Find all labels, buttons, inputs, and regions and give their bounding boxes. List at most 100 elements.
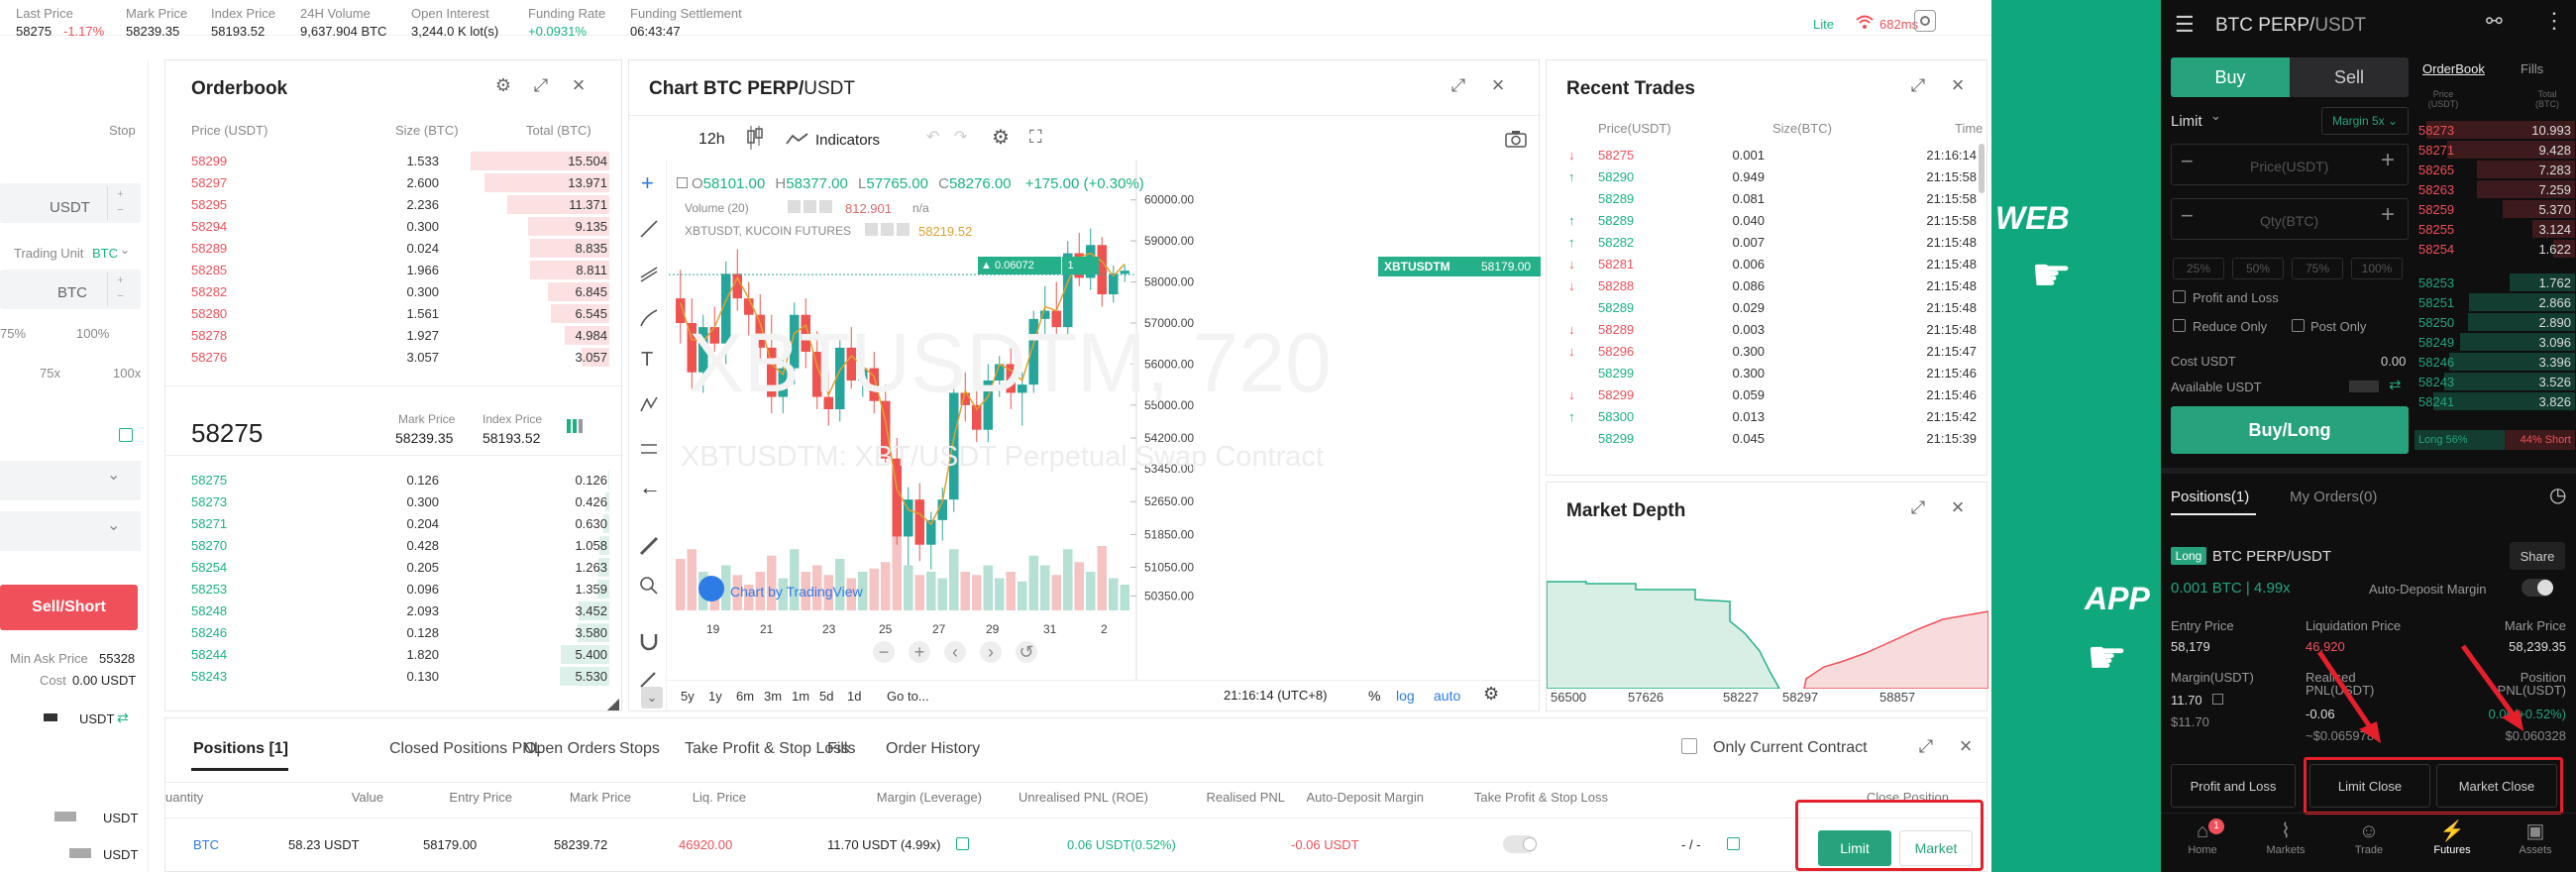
expand-icon[interactable]: ⤢	[1910, 74, 1926, 95]
stop-tab[interactable]: Stop	[109, 123, 136, 138]
trading-unit-select[interactable]: BTC	[92, 246, 118, 261]
indicators-icon[interactable]	[786, 132, 809, 146]
auto-toggle[interactable]: auto	[1434, 688, 1461, 704]
percent-toggle[interactable]: %	[1368, 688, 1381, 704]
app-market-close-button[interactable]: Market Close	[2436, 764, 2557, 808]
app-pl-button[interactable]: Profit and Loss	[2171, 764, 2296, 808]
app-transfer-icon[interactable]: ⇄	[2389, 377, 2402, 393]
app-auto-deposit-toggle[interactable]	[2522, 579, 2553, 597]
range-5[interactable]: 5d	[819, 689, 834, 704]
app-share-button[interactable]: Share	[2510, 542, 2565, 570]
bid-row[interactable]: 58243 0.130 5.530	[165, 665, 623, 687]
legend-toggle-icon[interactable]	[677, 177, 688, 188]
depth-toggle-icon[interactable]	[567, 419, 589, 433]
app-ask-row[interactable]: 58254 1.622	[2415, 239, 2575, 259]
brush-icon[interactable]	[639, 308, 659, 328]
pencil-lock-icon[interactable]	[639, 669, 659, 689]
bid-row[interactable]: 58244 1.820 5.400	[165, 643, 623, 665]
app-ask-row[interactable]: 58273 10.993	[2415, 120, 2575, 140]
app-bid-row[interactable]: 58243 3.526	[2415, 372, 2575, 391]
app-ask-row[interactable]: 58259 5.370	[2415, 199, 2575, 219]
plus-icon[interactable]: +	[2381, 201, 2396, 228]
edit-icon[interactable]	[119, 428, 133, 442]
zoom-icon[interactable]	[639, 576, 659, 596]
menu-icon[interactable]: ☰	[2175, 12, 2195, 37]
range-1[interactable]: 1y	[708, 689, 722, 704]
leverage-75x[interactable]: 75x	[40, 366, 60, 381]
app-fills-tab[interactable]: Fills	[2521, 61, 2544, 76]
app-nav-home[interactable]: ⌂ Home	[2161, 818, 2244, 872]
transfer-icon[interactable]: ⇄	[117, 709, 129, 725]
ask-row[interactable]: 58278 1.927 4.984	[165, 324, 623, 346]
scroll-down-icon[interactable]: ⌄	[641, 687, 663, 708]
bid-row[interactable]: 58275 0.126 0.126	[165, 469, 623, 490]
bid-row[interactable]: 58271 0.204 0.630	[165, 512, 623, 534]
lite-mode-link[interactable]: Lite	[1813, 17, 1834, 32]
app-pct-2[interactable]: 75%	[2292, 258, 2343, 279]
app-buy-tab[interactable]: Buy	[2171, 57, 2290, 97]
close-icon[interactable]: ×	[572, 72, 586, 97]
ask-row[interactable]: 58294 0.300 9.135	[165, 215, 623, 237]
kline-icon[interactable]: ⚯	[2486, 11, 2503, 33]
ask-row[interactable]: 58289 0.024 8.835	[165, 237, 623, 259]
scrollbar[interactable]	[1979, 144, 1985, 193]
close-icon[interactable]: ×	[1951, 72, 1965, 97]
close-icon[interactable]: ×	[1959, 733, 1973, 758]
gear-icon[interactable]: ⚙	[992, 127, 1010, 149]
only-current-label[interactable]: Only Current Contract	[1713, 739, 1868, 756]
range-4[interactable]: 1m	[792, 689, 810, 704]
pattern-icon[interactable]	[639, 395, 659, 415]
dropdown-2[interactable]	[0, 511, 141, 551]
app-margin-select[interactable]: Margin 5x ⌄	[2321, 107, 2409, 135]
scroll-left-icon[interactable]: ‹	[944, 641, 966, 663]
candle-type-icon[interactable]	[746, 126, 764, 150]
more-icon[interactable]: ⋮	[2543, 8, 2565, 33]
gear-icon[interactable]: ⚙	[1483, 684, 1500, 704]
app-bid-row[interactable]: 58253 1.762	[2415, 272, 2575, 292]
zoom-out-icon[interactable]: −	[873, 641, 895, 663]
app-pct-3[interactable]: 100%	[2351, 258, 2403, 279]
price-stepper[interactable]: + −	[107, 186, 133, 220]
bid-row[interactable]: 58273 0.300 0.426	[165, 490, 623, 512]
app-bid-row[interactable]: 58241 3.826	[2415, 391, 2575, 411]
app-nav-markets[interactable]: ⌇ Markets	[2244, 818, 2327, 872]
back-arrow-icon[interactable]: ←	[639, 475, 661, 499]
app-bid-row[interactable]: 58250 2.890	[2415, 312, 2575, 332]
bid-row[interactable]: 58254 0.205 1.263	[165, 556, 623, 578]
pct-75[interactable]: 75%	[0, 326, 27, 341]
ask-row[interactable]: 58276 3.057 3.057	[165, 346, 623, 368]
app-pct-0[interactable]: 25%	[2173, 258, 2224, 279]
range-7[interactable]: Go to...	[887, 689, 929, 704]
qty-input[interactable]	[0, 270, 141, 309]
expand-icon[interactable]: ⤢	[1450, 74, 1466, 95]
app-ask-row[interactable]: 58255 3.124	[2415, 219, 2575, 239]
positions-tab-3[interactable]: Stops	[619, 740, 660, 757]
app-bid-row[interactable]: 58246 3.396	[2415, 352, 2575, 372]
dropdown-1[interactable]	[0, 461, 141, 500]
qty-stepper[interactable]: + −	[107, 272, 133, 306]
app-qty-input[interactable]	[2171, 198, 2409, 240]
close-icon[interactable]: ×	[1951, 494, 1965, 519]
price-chart[interactable]: 60000.00 59000.00 58000.00 57000.00 56000.00…	[669, 160, 1541, 680]
edit-margin-icon[interactable]	[956, 837, 969, 850]
app-orderbook-tab[interactable]: OrderBook	[2422, 61, 2485, 76]
minus-icon[interactable]: −	[2181, 203, 2194, 228]
history-icon[interactable]: ◷	[2549, 485, 2567, 506]
resize-handle[interactable]	[607, 699, 619, 710]
positions-tab-5[interactable]: Fills	[827, 740, 856, 757]
app-ask-row[interactable]: 58263 7.259	[2415, 179, 2575, 199]
scroll-right-icon[interactable]: ›	[980, 641, 1002, 663]
expand-icon[interactable]: ⤢	[533, 74, 549, 95]
ask-row[interactable]: 58280 1.561 6.545	[165, 302, 623, 324]
limit-close-button[interactable]: Limit	[1818, 830, 1891, 866]
app-positions-tab[interactable]: Positions(1)	[2171, 489, 2250, 505]
expand-icon[interactable]: ⤢	[1918, 735, 1934, 756]
gear-icon[interactable]: ⚙	[494, 74, 512, 95]
settings-icon[interactable]	[1914, 10, 1936, 32]
crosshair-icon[interactable]: +	[641, 170, 654, 195]
app-buy-long-button[interactable]: Buy/Long	[2171, 406, 2409, 454]
bid-row[interactable]: 58248 2.093 3.452	[165, 600, 623, 621]
app-bid-row[interactable]: 58249 3.096	[2415, 332, 2575, 352]
market-close-button[interactable]: Market	[1899, 830, 1973, 866]
range-6[interactable]: 1d	[847, 689, 862, 704]
